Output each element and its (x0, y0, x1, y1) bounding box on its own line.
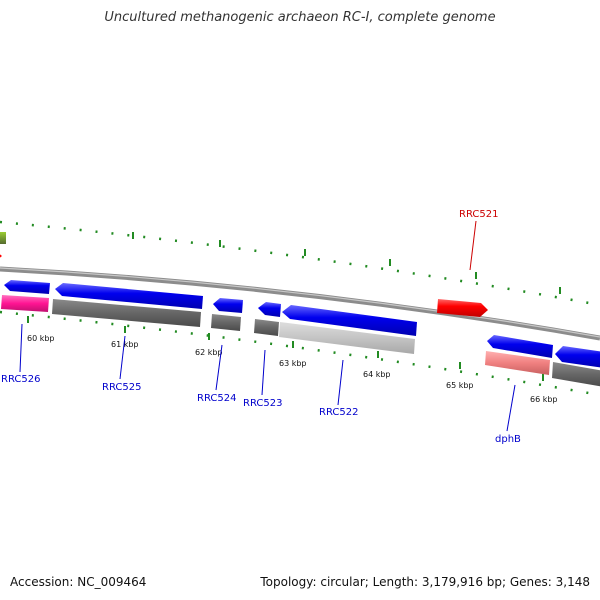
cds-dphB[interactable] (487, 335, 553, 358)
kbp-label-60: 60 kbp (27, 334, 55, 343)
kbp-label-66: 66 kbp (530, 395, 558, 404)
cds-RRC523[interactable] (258, 302, 281, 317)
kbp-label-61: 61 kbp (111, 340, 139, 349)
category-bar-dphB (485, 351, 550, 375)
genome-summary-text: Topology: circular; Length: 3,179,916 bp… (260, 575, 590, 589)
leader-dphB (506, 384, 516, 432)
category-bar-RRC524 (211, 314, 241, 331)
cds-right-edge[interactable] (555, 346, 600, 368)
gene-label-RRC522[interactable]: RRC522 (319, 407, 358, 418)
category-bar-RRC523 (254, 319, 279, 336)
leader-RRC525 (119, 335, 126, 380)
leader-RRC523 (261, 349, 266, 396)
category-bar-RRC525 (52, 299, 201, 327)
kbp-label-62: 62 kbp (195, 348, 223, 357)
gene-label-dphB[interactable]: dphB (495, 434, 521, 445)
gene-label-RRC521[interactable]: RRC521 (459, 209, 498, 220)
gene-label-RRC526[interactable]: RRC526 (1, 374, 40, 385)
leader-RRC526 (19, 323, 23, 373)
leader-RRC524 (215, 344, 223, 391)
kbp-label-65: 65 kbp (446, 381, 474, 390)
gene-label-RRC525[interactable]: RRC525 (102, 382, 141, 393)
gene-label-RRC523[interactable]: RRC523 (243, 398, 282, 409)
map-title: Uncultured methanogenic archaeon RC-I, c… (104, 10, 496, 25)
cds-RRC524[interactable] (213, 298, 243, 313)
category-bar-right-edge (552, 362, 600, 387)
category-bar-RRC526 (1, 295, 49, 312)
accession-text: Accession: NC_009464 (10, 575, 147, 589)
leader-RRC522 (337, 359, 344, 406)
leader-RRC521 (469, 220, 477, 271)
backbone-arc (0, 266, 600, 341)
gene-label-RRC524[interactable]: RRC524 (197, 393, 236, 404)
category-bar-RRC522 (279, 322, 415, 354)
cds-RRC522[interactable] (282, 305, 417, 336)
kbp-label-64: 64 kbp (363, 370, 391, 379)
cds-partial-olive[interactable] (0, 232, 6, 244)
kbp-label-63: 63 kbp (279, 359, 307, 368)
cds-RRC525[interactable] (55, 283, 203, 309)
cds-RRC521[interactable] (437, 299, 488, 317)
backbone-arc-highlight (0, 267, 600, 338)
cds-RRC526[interactable] (4, 280, 50, 294)
cds-partial-red-arrow[interactable] (0, 251, 2, 261)
